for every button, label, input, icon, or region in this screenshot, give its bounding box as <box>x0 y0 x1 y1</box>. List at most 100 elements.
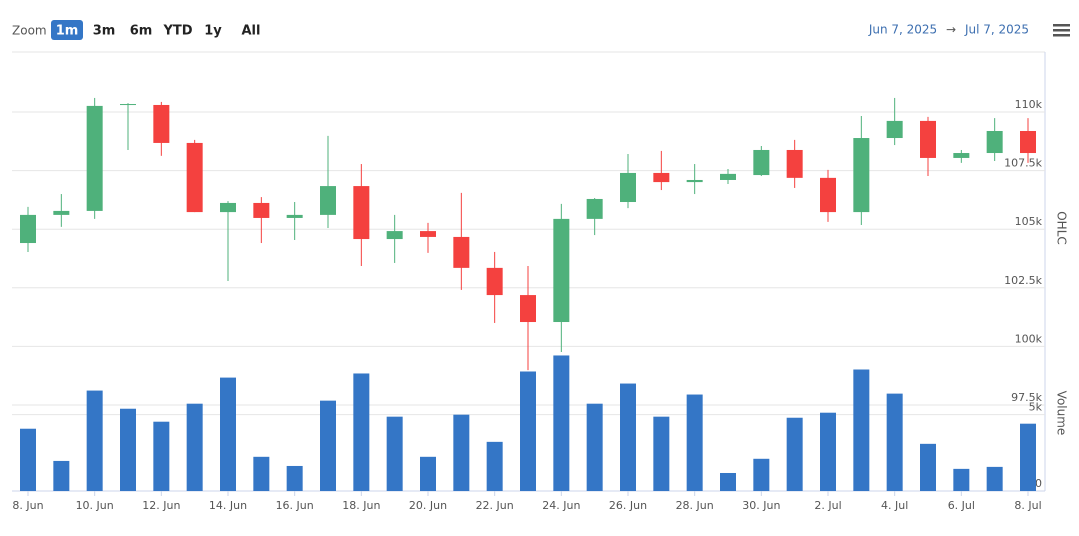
x-tick-label: 24. Jun <box>542 499 580 512</box>
candle-body <box>286 214 303 218</box>
volume-bar <box>553 355 570 491</box>
volume-bar <box>986 466 1003 491</box>
candle-body <box>420 231 436 237</box>
volume-bar <box>220 377 236 491</box>
x-tick-label: 20. Jun <box>409 499 447 512</box>
range-button[interactable]: 3m <box>93 24 116 39</box>
candle-body <box>953 153 970 158</box>
volume-bar <box>653 416 670 491</box>
candle-body <box>1020 130 1036 154</box>
range-buttons: 1m 3m 6m YTD 1y All <box>51 20 260 40</box>
menu-button[interactable] <box>1053 24 1070 37</box>
volume-bar <box>86 390 103 491</box>
volume-bar <box>586 403 603 491</box>
volume-bar <box>920 443 936 491</box>
volume-bar <box>386 416 403 491</box>
volume-bar <box>753 458 770 491</box>
candle-body <box>153 104 170 143</box>
volume-bar <box>253 456 270 491</box>
volume-bar <box>620 383 636 491</box>
candle-body <box>920 120 936 158</box>
candle-body <box>753 149 770 176</box>
volume-bar <box>186 403 203 491</box>
x-tick-label: 16. Jun <box>276 499 314 512</box>
y2-tick-label: 5k <box>1029 401 1043 414</box>
range-button[interactable]: YTD <box>162 24 192 39</box>
candle-body <box>53 210 70 215</box>
candle-body <box>786 149 803 178</box>
candle-body <box>620 172 636 203</box>
candle-body <box>853 138 870 213</box>
x-tick-label: 6. Jul <box>948 499 975 512</box>
candle-body <box>20 214 36 244</box>
candle-body <box>586 198 603 219</box>
candle-body <box>653 172 670 183</box>
volume-bar <box>886 393 903 491</box>
candle-body <box>86 105 103 211</box>
candle-body <box>353 186 370 240</box>
candle-body <box>320 186 336 215</box>
volume-bar <box>453 414 470 491</box>
x-tick-label: 28. Jun <box>676 499 714 512</box>
x-tick-label: 8. Jul <box>1014 499 1041 512</box>
volume-bar <box>353 373 370 491</box>
volume-bar <box>686 394 703 491</box>
volume-bar <box>1020 423 1036 491</box>
volume-bar <box>520 371 536 491</box>
volume-bar <box>853 369 870 491</box>
candle-body <box>553 218 570 323</box>
volume-bar <box>286 465 303 491</box>
volume-bar <box>820 412 836 491</box>
candle-body <box>220 202 236 213</box>
candle-body <box>686 179 703 183</box>
candle-body <box>120 104 136 106</box>
range-button[interactable]: All <box>242 24 261 39</box>
candle-body <box>486 267 503 296</box>
volume-bar <box>20 428 36 491</box>
candle-body <box>386 231 403 240</box>
volume-bar <box>120 408 136 491</box>
volume-bar <box>720 472 736 491</box>
volume-bar <box>420 456 436 491</box>
y-tick-label: 110k <box>1015 98 1043 111</box>
candle-body <box>820 177 836 213</box>
candle-body <box>253 202 270 218</box>
range-button[interactable]: 1m <box>56 24 79 39</box>
candle-body <box>720 173 736 180</box>
y2-axis-title: Volume <box>1055 391 1069 436</box>
y-tick-label: 105k <box>1015 215 1043 228</box>
y-tick-label: 102.5k <box>1004 274 1042 287</box>
volume-bar <box>786 417 803 491</box>
x-tick-label: 22. Jun <box>476 499 514 512</box>
x-tick-label: 2. Jul <box>814 499 841 512</box>
volume-bar <box>953 468 970 491</box>
candle-body <box>453 236 470 268</box>
candle-body <box>986 130 1003 154</box>
x-tick-label: 14. Jun <box>209 499 247 512</box>
range-button[interactable]: 6m <box>130 24 153 39</box>
x-tick-label: 4. Jul <box>881 499 908 512</box>
zoom-label: Zoom <box>12 24 47 38</box>
x-tick-label: 10. Jun <box>76 499 114 512</box>
x-tick-label: 12. Jun <box>142 499 180 512</box>
range-button[interactable]: 1y <box>204 24 222 39</box>
candle-body <box>186 142 203 213</box>
candle-body <box>520 295 536 323</box>
y2-tick-label: 0 <box>1035 477 1042 490</box>
date-to[interactable]: Jul 7, 2025 <box>964 23 1029 37</box>
volume-bar <box>486 441 503 491</box>
x-tick-label: 8. Jun <box>12 499 43 512</box>
button-bg[interactable] <box>51 20 83 40</box>
x-tick-label: 30. Jun <box>742 499 780 512</box>
y-axis-title: OHLC <box>1055 211 1069 245</box>
date-separator: → <box>946 23 956 37</box>
candle-body <box>886 120 903 139</box>
date-from[interactable]: Jun 7, 2025 <box>868 23 937 37</box>
volume-bar <box>153 421 170 491</box>
y-tick-label: 97.5k <box>1011 391 1042 404</box>
x-tick-label: 18. Jun <box>342 499 380 512</box>
y-tick-label: 100k <box>1015 332 1043 345</box>
y-tick-label: 107.5k <box>1004 157 1042 170</box>
volume-bar <box>53 460 70 491</box>
